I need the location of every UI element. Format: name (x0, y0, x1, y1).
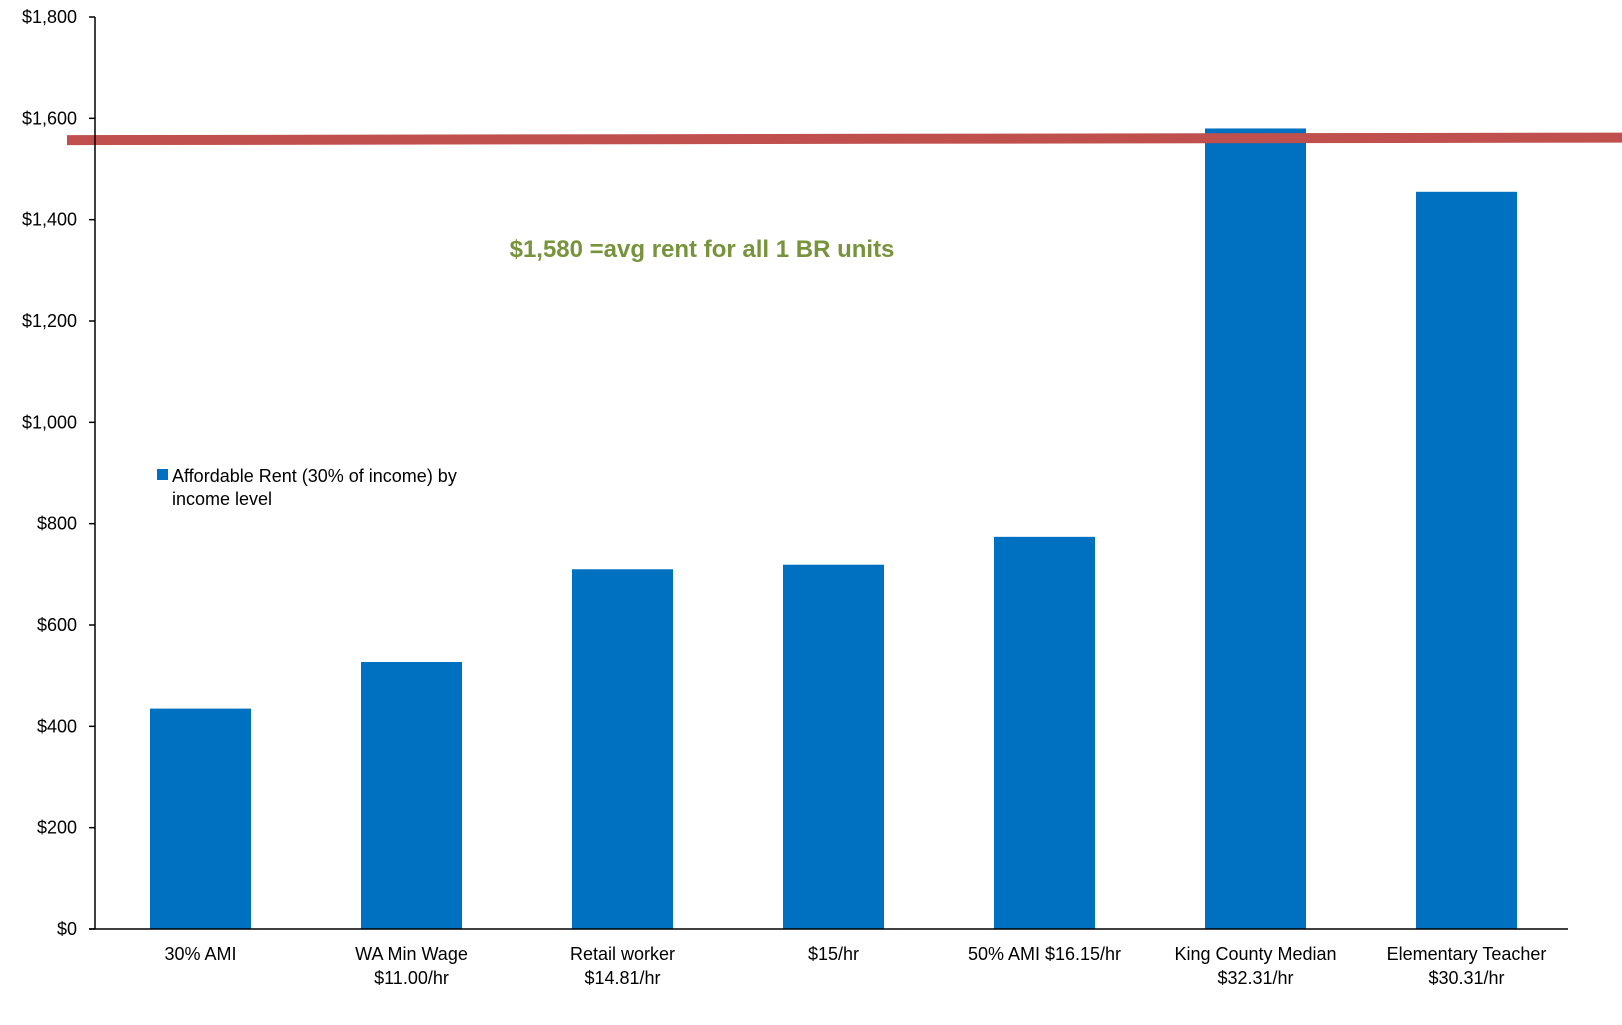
y-tick-label: $1,600 (22, 108, 77, 128)
x-category-label: WA Min Wage $11.00/hr (355, 944, 468, 988)
legend-label: Affordable Rent (30% of income) by income… (172, 466, 457, 509)
bar (994, 536, 1095, 929)
y-tick-label: $0 (57, 919, 77, 939)
y-tick-label: $600 (37, 615, 77, 635)
bar (1205, 128, 1306, 929)
x-category-label: Elementary Teacher $30.31/hr (1387, 944, 1547, 988)
x-category-label: Retail worker $14.81/hr (570, 944, 675, 988)
y-axis-ticks: $0 $200 $400 $600 $800 $1,000 $1,200 $1,400 $1,6… (22, 7, 95, 939)
y-tick-label: $1,800 (22, 7, 77, 27)
y-tick-label: $1,000 (22, 412, 77, 432)
axes (89, 17, 1568, 930)
bar (783, 564, 884, 929)
legend-swatch (157, 469, 168, 480)
bar (1416, 191, 1517, 930)
x-category-label: $15/hr (808, 944, 859, 964)
avg-rent-line (66, 132, 1622, 146)
x-category-label: 50% AMI $16.15/hr (968, 944, 1121, 964)
y-tick-label: $1,400 (22, 210, 77, 230)
avg-rent-annotation: $1,580 =avg rent for all 1 BR units (510, 236, 895, 263)
y-tick-label: $400 (37, 716, 77, 736)
y-tick-label: $200 (37, 818, 77, 838)
y-tick-label: $800 (37, 514, 77, 534)
x-category-label: King County Median $32.31/hr (1174, 944, 1336, 988)
x-category-label: 30% AMI (164, 944, 236, 964)
x-axis-labels: 30% AMI WA Min Wage $11.00/hr Retail worker… (164, 944, 1546, 988)
bar (572, 569, 673, 929)
y-tick-label: $1,200 (22, 311, 77, 331)
bar (150, 708, 251, 929)
bars (150, 128, 1517, 930)
legend: Affordable Rent (30% of income) by income… (157, 466, 457, 509)
bar (361, 661, 462, 929)
reference-line (66, 132, 1622, 146)
